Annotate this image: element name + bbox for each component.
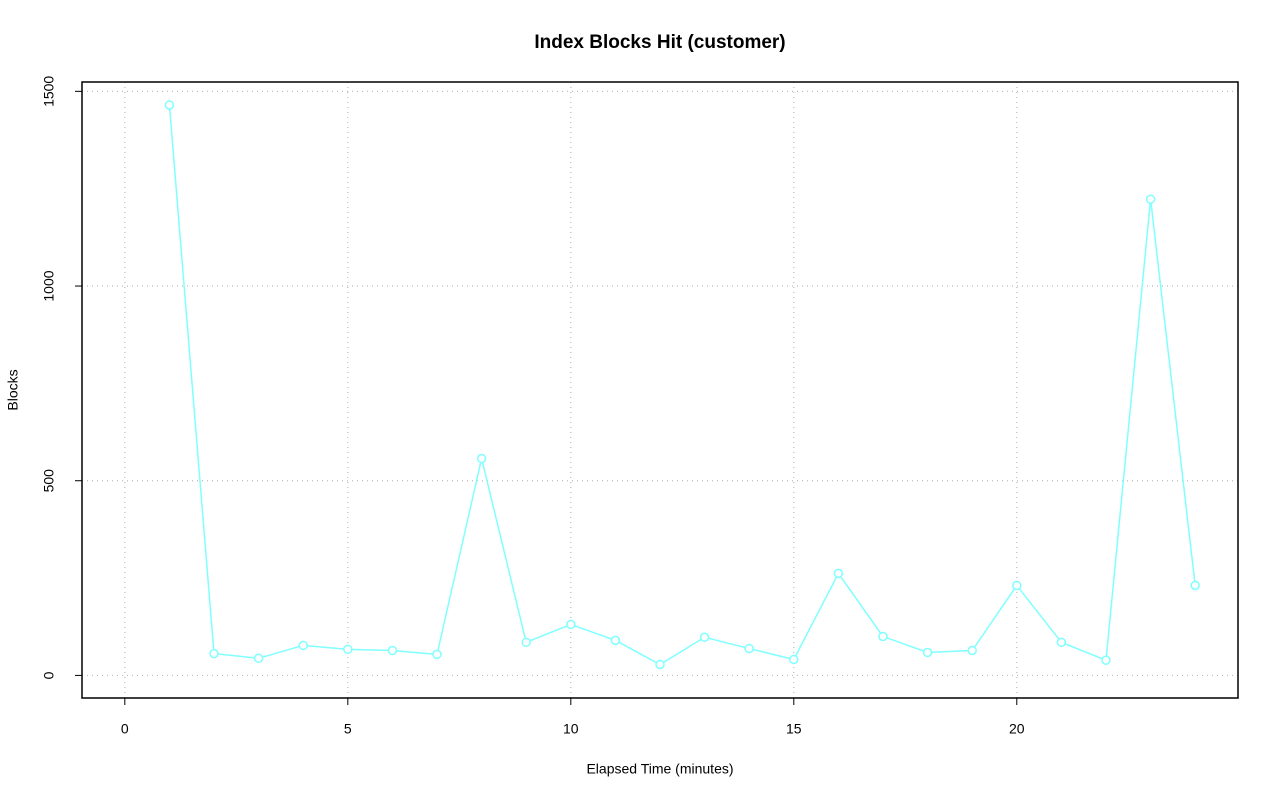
data-point <box>789 654 799 665</box>
data-point <box>566 619 576 630</box>
y-axis-label: Blocks <box>5 369 21 410</box>
x-axis-label: Elapsed Time (minutes) <box>586 761 733 777</box>
data-point <box>1190 580 1200 591</box>
x-tick-label: 20 <box>1009 721 1025 737</box>
chart-title: Index Blocks Hit (customer) <box>534 32 785 53</box>
data-point <box>699 632 710 643</box>
x-tick-label: 10 <box>563 721 579 737</box>
data-point <box>922 647 933 658</box>
data-line <box>168 104 1196 666</box>
data-point <box>1101 655 1111 665</box>
data-point <box>967 645 977 656</box>
data-point <box>209 648 219 659</box>
y-tick-label: 1000 <box>41 270 57 301</box>
x-tick-label: 15 <box>786 721 802 737</box>
y-tick-label: 500 <box>41 469 57 493</box>
x-tick-label: 5 <box>344 721 352 737</box>
data-point <box>298 640 308 651</box>
data-point <box>610 635 621 646</box>
data-point <box>833 568 844 579</box>
data-point <box>343 644 353 655</box>
data-point <box>521 637 531 648</box>
x-tick-label: 0 <box>121 721 129 737</box>
data-point <box>253 653 264 664</box>
y-tick-label: 1500 <box>41 76 57 107</box>
data-point <box>1012 580 1022 591</box>
data-point <box>744 643 754 654</box>
y-tick-label: 0 <box>41 671 57 679</box>
data-point <box>164 100 175 110</box>
data-point <box>878 631 888 642</box>
data-point <box>655 659 665 670</box>
plot-frame <box>81 81 1239 699</box>
data-point <box>1145 194 1156 204</box>
data-point <box>1056 637 1067 648</box>
data-point <box>387 645 398 656</box>
data-point <box>432 649 442 660</box>
plot-area: 0 5 10 15 20 0 500 1000 1500 <box>41 76 1239 737</box>
data-point <box>476 453 487 464</box>
